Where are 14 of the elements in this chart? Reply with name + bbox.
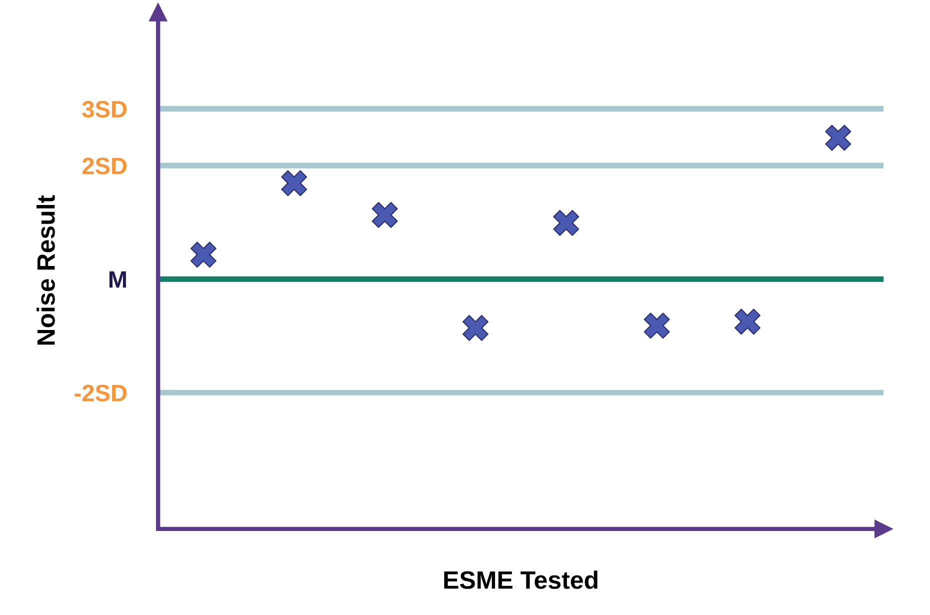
point	[190, 242, 216, 268]
y-tick-label: 3SD	[82, 100, 127, 118]
y-tick-label: 2SD	[82, 158, 127, 174]
y-axis-title: Noise Result	[36, 195, 55, 345]
point	[281, 170, 308, 196]
point	[372, 202, 398, 228]
point	[644, 312, 670, 339]
y-tick-label: M	[109, 271, 126, 288]
point	[734, 308, 760, 335]
x-axis-title: ESME Tested	[444, 570, 598, 589]
point	[462, 314, 488, 341]
point	[553, 210, 580, 236]
y-tick-label: -2SD	[74, 384, 127, 402]
point	[825, 124, 852, 151]
